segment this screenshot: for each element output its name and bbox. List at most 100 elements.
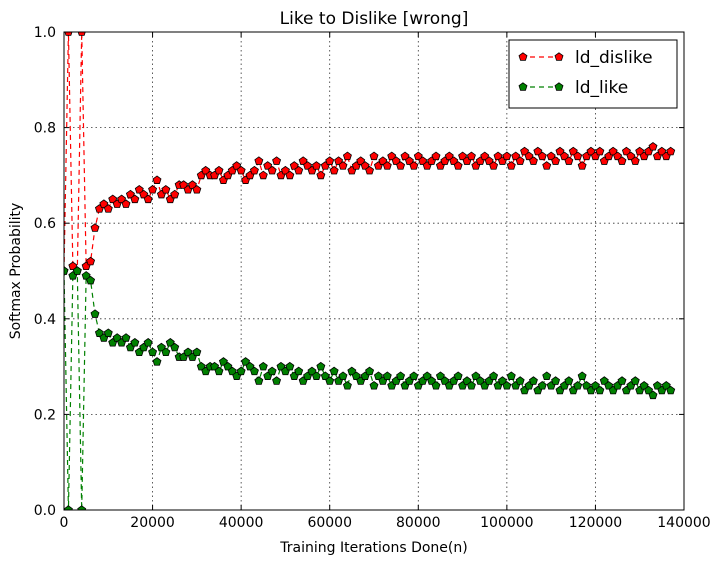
x-axis-label: Training Iterations Done(n) bbox=[279, 540, 467, 556]
data-point-ld_like bbox=[617, 376, 627, 385]
series-line-ld_like bbox=[64, 269, 672, 510]
data-point-ld_dislike bbox=[161, 185, 171, 194]
data-point-ld_dislike bbox=[329, 165, 339, 175]
legend: ld_dislike ld_like bbox=[508, 39, 678, 109]
y-tick-label: 0.6 bbox=[34, 216, 56, 232]
data-point-ld_like bbox=[396, 371, 406, 380]
data-point-ld_like bbox=[152, 357, 162, 366]
x-tick-label: 100000 bbox=[480, 515, 533, 531]
legend-marker bbox=[518, 52, 528, 61]
data-point-ld_like bbox=[121, 333, 131, 342]
data-point-ld_dislike bbox=[489, 161, 499, 170]
data-point-ld_dislike bbox=[236, 165, 246, 175]
legend-label: ld_dislike bbox=[575, 48, 653, 68]
data-point-ld_dislike bbox=[316, 170, 326, 180]
legend-marker bbox=[554, 82, 564, 91]
data-point-ld_like bbox=[214, 366, 224, 376]
data-point-ld_dislike bbox=[515, 156, 525, 165]
x-tick-label: 140000 bbox=[657, 515, 710, 531]
data-point-ld_like bbox=[192, 347, 202, 357]
y-tick-label: 0.8 bbox=[34, 121, 56, 137]
data-point-ld_dislike bbox=[595, 146, 605, 156]
data-point-ld_like bbox=[573, 381, 583, 390]
data-point-ld_like bbox=[294, 366, 304, 376]
data-point-ld_dislike bbox=[103, 204, 113, 213]
plot-area-frame bbox=[63, 31, 685, 511]
data-point-ld_dislike bbox=[369, 151, 379, 161]
data-point-ld_like bbox=[64, 505, 73, 510]
data-point-ld_dislike bbox=[573, 151, 583, 161]
data-point-ld_dislike bbox=[254, 156, 264, 165]
data-point-ld_dislike bbox=[648, 142, 658, 151]
legend-label: ld_like bbox=[575, 78, 628, 98]
x-tick-label: 60000 bbox=[307, 515, 352, 531]
data-point-ld_dislike bbox=[666, 146, 676, 156]
data-point-ld_dislike bbox=[214, 165, 224, 175]
y-tick-label: 0.4 bbox=[34, 312, 56, 328]
series-layer bbox=[64, 32, 676, 510]
data-point-ld_like bbox=[502, 381, 512, 390]
data-point-ld_dislike bbox=[617, 156, 627, 165]
data-point-ld_like bbox=[143, 338, 153, 347]
x-tick-label: 20000 bbox=[130, 515, 175, 531]
data-point-ld_like bbox=[316, 361, 326, 371]
data-point-ld_like bbox=[342, 381, 352, 390]
data-point-ld_like bbox=[267, 366, 277, 376]
data-point-ld_dislike bbox=[294, 165, 304, 175]
data-point-ld_dislike bbox=[431, 151, 441, 161]
x-tick-label: 80000 bbox=[396, 515, 441, 531]
chart-title: Like to Dislike [wrong] bbox=[280, 9, 469, 29]
y-tick-label: 1.0 bbox=[34, 25, 56, 41]
data-point-ld_like bbox=[551, 376, 561, 385]
data-point-ld_like bbox=[409, 371, 419, 380]
data-point-ld_like bbox=[130, 338, 140, 347]
data-point-ld_dislike bbox=[564, 156, 574, 165]
data-point-ld_dislike bbox=[338, 161, 348, 170]
data-point-ld_like bbox=[466, 381, 476, 390]
data-point-ld_like bbox=[249, 366, 259, 376]
data-point-ld_dislike bbox=[365, 165, 375, 175]
data-point-ld_dislike bbox=[285, 170, 295, 180]
legend-marker bbox=[554, 52, 564, 61]
data-point-ld_dislike bbox=[272, 156, 282, 165]
series-ld_dislike bbox=[64, 32, 676, 275]
data-point-ld_like bbox=[431, 381, 441, 390]
data-point-ld_like bbox=[325, 376, 335, 385]
data-point-ld_like bbox=[382, 371, 392, 380]
data-point-ld_dislike bbox=[630, 156, 640, 165]
data-point-ld_dislike bbox=[551, 156, 561, 165]
data-point-ld_dislike bbox=[325, 156, 335, 165]
data-point-ld_dislike bbox=[577, 161, 587, 170]
data-point-ld_like bbox=[369, 381, 379, 390]
data-point-ld_dislike bbox=[258, 170, 268, 180]
data-point-ld_like bbox=[86, 275, 96, 285]
data-point-ld_like bbox=[272, 376, 282, 385]
legend-item-ld_like: ld_like bbox=[518, 78, 628, 98]
data-point-ld_like bbox=[648, 390, 658, 400]
data-point-ld_dislike bbox=[152, 175, 162, 184]
legend-item-ld_dislike: ld_dislike bbox=[518, 48, 653, 68]
data-point-ld_dislike bbox=[143, 194, 153, 204]
x-tick-label: 120000 bbox=[569, 515, 622, 531]
data-point-ld_dislike bbox=[90, 223, 100, 232]
data-point-ld_dislike bbox=[86, 256, 96, 266]
data-point-ld_like bbox=[515, 376, 525, 385]
data-point-ld_dislike bbox=[528, 156, 538, 165]
data-point-ld_like bbox=[103, 328, 113, 337]
series-ld_like bbox=[64, 266, 676, 510]
data-point-ld_dislike bbox=[396, 161, 406, 170]
legend-items: ld_dislike ld_like bbox=[518, 48, 653, 98]
data-point-ld_dislike bbox=[77, 32, 86, 36]
data-point-ld_like bbox=[577, 371, 587, 380]
data-point-ld_like bbox=[148, 347, 158, 357]
data-point-ld_dislike bbox=[192, 185, 202, 194]
data-point-ld_dislike bbox=[453, 161, 463, 170]
data-point-ld_like bbox=[77, 505, 87, 510]
data-point-ld_like bbox=[365, 366, 375, 376]
data-point-ld_dislike bbox=[506, 161, 516, 170]
data-point-ld_like bbox=[90, 309, 100, 318]
data-point-ld_like bbox=[630, 376, 640, 385]
data-point-ld_like bbox=[489, 371, 499, 380]
data-point-ld_like bbox=[285, 361, 295, 371]
